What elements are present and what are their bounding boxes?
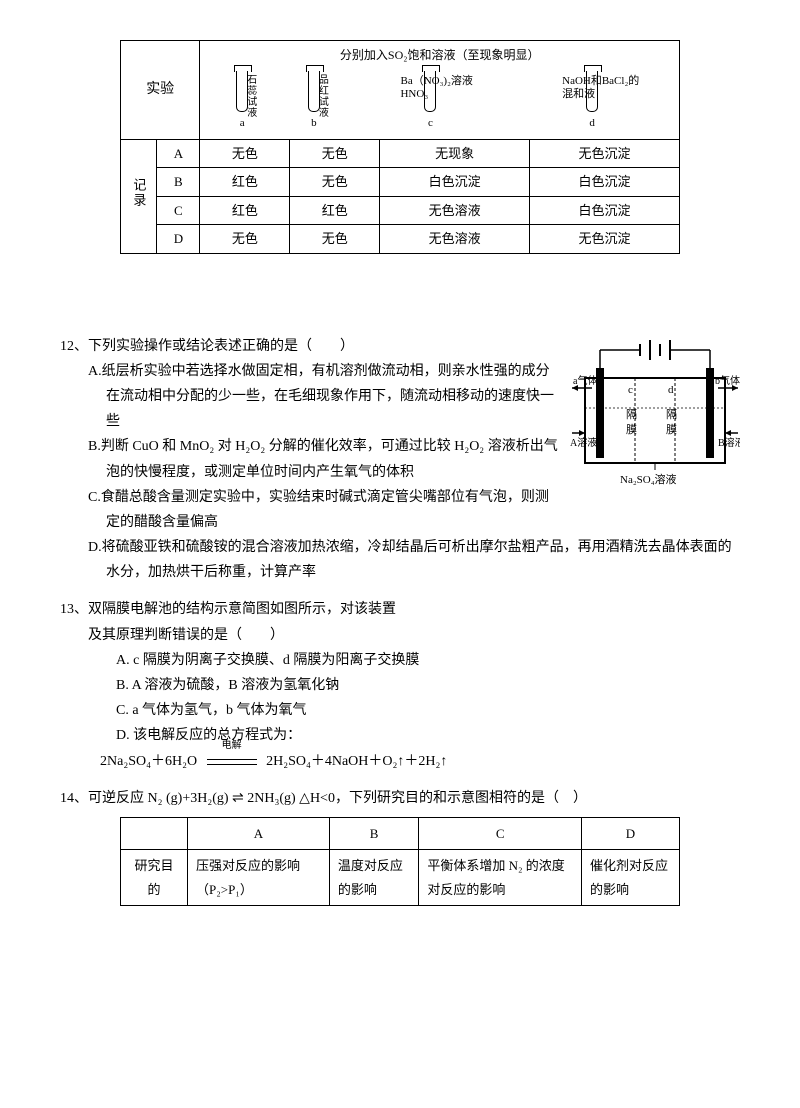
svg-text:b气体: b气体 (715, 374, 740, 387)
tube-d-id: d (522, 114, 662, 134)
q12-opt-D: D.将硫酸亚铁和硫酸铵的混合溶液加热浓缩，冷却结晶后可析出摩尔盐粗产品，再用酒精… (88, 535, 740, 585)
table-row: C 红色 红色 无色溶液 白色沉淀 (121, 196, 680, 224)
rec-A: A (157, 140, 200, 168)
cell: 无色 (290, 225, 380, 253)
svg-text:膜: 膜 (666, 423, 677, 436)
q14-table: A B C D 研究目的 压强对反应的影响（P₂>P₁） 温度对反应的影响 平衡… (120, 817, 680, 906)
svg-text:A溶液: A溶液 (570, 436, 597, 449)
q14-h-A: A (188, 817, 330, 849)
q13-equation: 2Na₂SO₄＋6H₂O 电解 2H₂SO₄＋4NaOH＋O₂↑＋2H₂↑ (60, 749, 740, 774)
cell: 无色溶液 (380, 225, 530, 253)
cell: 无现象 (380, 140, 530, 168)
svg-text:d: d (668, 384, 674, 396)
rec-D: D (157, 225, 200, 253)
rec-C: C (157, 196, 200, 224)
svg-text:c: c (628, 384, 633, 396)
q14-h-B: B (329, 817, 419, 849)
cell: 红色 (200, 168, 290, 196)
cell: 无色沉淀 (530, 225, 680, 253)
cell: 无色 (290, 168, 380, 196)
tube-a-label: 石蕊试液 (247, 75, 257, 119)
svg-text:Na₂SO₄溶液: Na₂SO₄溶液 (620, 472, 677, 486)
tube-c-id: c (360, 114, 500, 134)
tube-c-label: Ba（NO₃)₂溶液HNO₃ (400, 75, 472, 101)
q13-opt-A: A. c 隔膜为阴离子交换膜、d 隔膜为阳离子交换膜 (116, 648, 740, 673)
q13-opt-C: C. a 气体为氢气，b 气体为氧气 (116, 698, 740, 723)
q14-h-D: D (581, 817, 679, 849)
cell: 无色 (200, 140, 290, 168)
q14-cell-D: 催化剂对反应的影响 (581, 850, 679, 906)
svg-text:B溶液: B溶液 (718, 436, 740, 449)
q14-rowlabel: 研究目的 (121, 850, 188, 906)
cell: 白色沉淀 (530, 196, 680, 224)
tube-d-label: NaOH和BaCl₂的混和液 (562, 75, 639, 101)
q14-cell-A: 压强对反应的影响（P₂>P₁） (188, 850, 330, 906)
table-row: B 红色 无色 白色沉淀 白色沉淀 (121, 168, 680, 196)
rec-B: B (157, 168, 200, 196)
experiment-table: 实验 分别加入SO₂饱和溶液（至现象明显） 石蕊试液 a 品红试液 b Ba（N… (120, 40, 680, 254)
svg-text:隔: 隔 (666, 408, 677, 421)
cell: 白色沉淀 (530, 168, 680, 196)
svg-text:a气体: a气体 (573, 374, 597, 387)
q13-opt-B: B. A 溶液为硫酸，B 溶液为氢氧化钠 (116, 673, 740, 698)
q13-stem2: 及其原理判断错误的是（ ） (60, 623, 740, 648)
cell: 无色溶液 (380, 196, 530, 224)
q14-stem: 14、可逆反应 N₂ (g)+3H₂(g) ⇌ 2NH₃(g) △H<0，下列研… (60, 786, 740, 811)
exp-caption: 分别加入SO₂饱和溶液（至现象明显） (206, 45, 673, 67)
table-row: D 无色 无色 无色溶液 无色沉淀 (121, 225, 680, 253)
question-14: 14、可逆反应 N₂ (g)+3H₂(g) ⇌ 2NH₃(g) △H<0，下列研… (60, 786, 740, 906)
cell: 无色 (200, 225, 290, 253)
cell: 无色 (290, 140, 380, 168)
q14-h-C: C (419, 817, 582, 849)
svg-text:膜: 膜 (626, 423, 637, 436)
record-label: 记录 (121, 140, 157, 254)
q13-stem: 13、双隔膜电解池的结构示意简图如图所示，对该装置 (60, 597, 740, 622)
q14-cell-C: 平衡体系增加 N₂ 的浓度对反应的影响 (419, 850, 582, 906)
tube-a-id: a (217, 114, 267, 134)
tube-row: 石蕊试液 a 品红试液 b Ba（NO₃)₂溶液HNO₃ c NaOH和BaCl… (206, 71, 673, 134)
cell: 红色 (290, 196, 380, 224)
tube-b-label: 品红试液 (319, 75, 329, 119)
electrolysis-figure: a气体 b气体 c d 隔 隔 膜 膜 A溶液 B溶液 Na₂SO₄溶液 (570, 338, 740, 506)
question-13: 13、双隔膜电解池的结构示意简图如图所示，对该装置 及其原理判断错误的是（ ） … (60, 597, 740, 773)
cell: 红色 (200, 196, 290, 224)
svg-text:隔: 隔 (626, 408, 637, 421)
exp-label: 实验 (121, 41, 200, 140)
tube-b-id: b (289, 114, 339, 134)
table-row: 记录 A 无色 无色 无现象 无色沉淀 (121, 140, 680, 168)
q14-cell-B: 温度对反应的影响 (329, 850, 419, 906)
cell: 无色沉淀 (530, 140, 680, 168)
cell: 白色沉淀 (380, 168, 530, 196)
